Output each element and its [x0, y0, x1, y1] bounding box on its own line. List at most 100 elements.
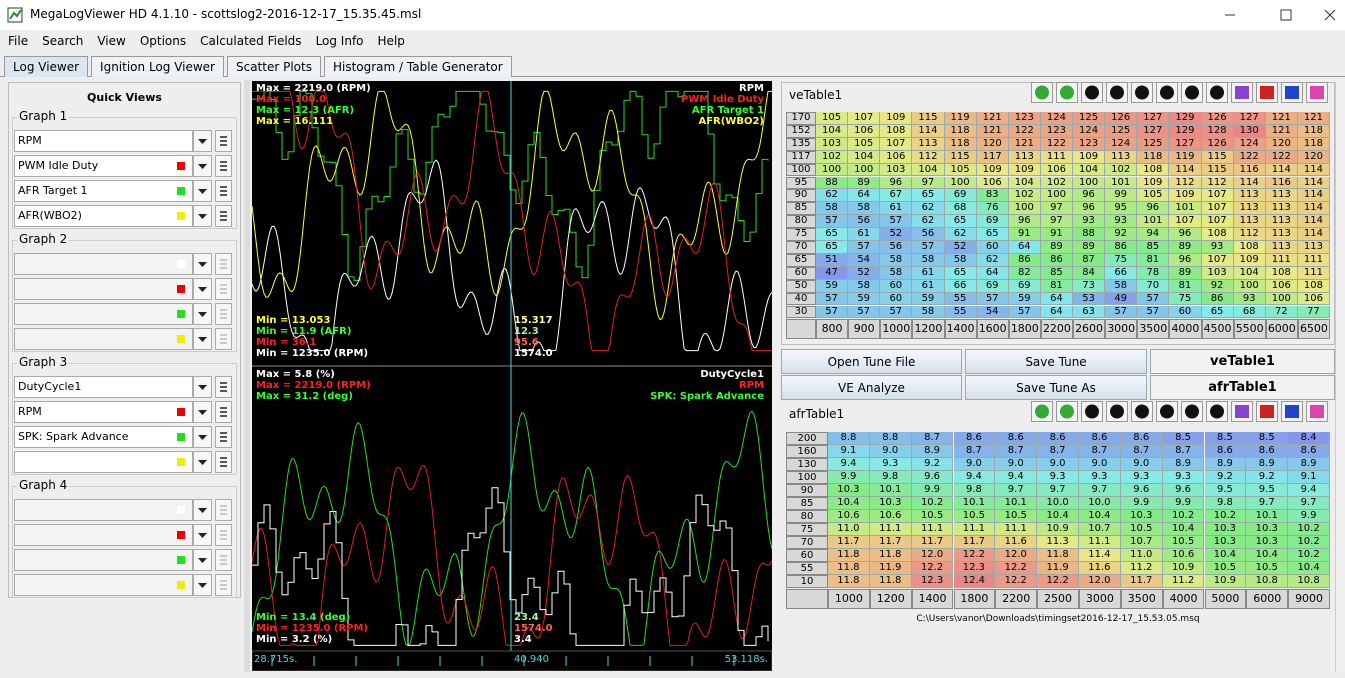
- table-cell[interactable]: 9.4: [953, 471, 996, 484]
- menu-button[interactable]: [215, 376, 232, 398]
- table-cell[interactable]: 9.7: [1079, 484, 1121, 497]
- field-select[interactable]: AFR(WBO2): [14, 205, 193, 227]
- table-cell[interactable]: 60: [880, 279, 913, 293]
- table-cell[interactable]: 11.1: [869, 523, 912, 536]
- table-cell[interactable]: 107: [1201, 202, 1234, 216]
- table-cell[interactable]: 9.4: [1288, 484, 1330, 497]
- table-cell[interactable]: 123: [1008, 112, 1041, 125]
- toolbar-button[interactable]: [1106, 82, 1128, 103]
- tab[interactable]: Ignition Log Viewer: [91, 56, 224, 77]
- table-cell[interactable]: 73: [1073, 279, 1106, 293]
- table-cell[interactable]: 113: [1265, 228, 1298, 241]
- table-cell[interactable]: 86: [1201, 292, 1234, 306]
- table-cell[interactable]: 122: [1008, 124, 1041, 138]
- table-cell[interactable]: 114: [1297, 176, 1330, 190]
- field-select[interactable]: [14, 253, 193, 275]
- table-cell[interactable]: 76: [976, 202, 1009, 216]
- table-cell[interactable]: 8.4: [1288, 432, 1330, 445]
- table-cell[interactable]: 10.4: [1037, 510, 1079, 523]
- table-cell[interactable]: 115: [944, 150, 977, 164]
- table-cell[interactable]: 109: [1073, 150, 1106, 164]
- dropdown-button[interactable]: [193, 278, 212, 300]
- table-cell[interactable]: 114: [1297, 215, 1330, 229]
- table-cell[interactable]: 89: [1073, 241, 1106, 254]
- table-cell[interactable]: 10.4: [1079, 510, 1121, 523]
- table-cell[interactable]: 61: [880, 202, 913, 216]
- table-cell[interactable]: 65: [816, 241, 849, 254]
- table-cell[interactable]: 10.5: [1120, 523, 1163, 536]
- table-cell[interactable]: 113: [1265, 215, 1298, 229]
- table-cell[interactable]: 113: [1233, 215, 1266, 229]
- table-cell[interactable]: 9.6: [1162, 484, 1205, 497]
- field-select[interactable]: DutyCycle1: [14, 376, 193, 398]
- table-cell[interactable]: 65: [912, 189, 945, 203]
- table-cell[interactable]: 11.4: [1079, 549, 1121, 562]
- table-cell[interactable]: 124: [1073, 124, 1106, 138]
- table-cell[interactable]: 85: [1137, 241, 1170, 254]
- table-cell[interactable]: 113: [1105, 150, 1138, 164]
- table-cell[interactable]: 119: [944, 112, 977, 125]
- dropdown-button[interactable]: [193, 401, 212, 423]
- table-cell[interactable]: 59: [1008, 292, 1041, 306]
- field-select[interactable]: [14, 303, 193, 325]
- table-cell[interactable]: 10.5: [1246, 562, 1289, 575]
- table-cell[interactable]: 10.9: [1162, 562, 1205, 575]
- table-cell[interactable]: 62: [816, 189, 849, 203]
- table-cell[interactable]: 89: [848, 176, 881, 190]
- table-cell[interactable]: 102: [816, 150, 849, 164]
- menu-button[interactable]: [215, 574, 232, 596]
- table-cell[interactable]: 9.8: [953, 484, 996, 497]
- table-cell[interactable]: 10.8: [1246, 575, 1289, 588]
- table-cell[interactable]: 81: [1169, 279, 1202, 293]
- table-cell[interactable]: 82: [1008, 266, 1041, 280]
- menu-button[interactable]: [215, 451, 232, 473]
- table-cell[interactable]: 100: [1233, 279, 1266, 293]
- table-cell[interactable]: 10.3: [869, 497, 912, 510]
- table-cell[interactable]: 108: [1233, 241, 1266, 254]
- button[interactable]: veTable1: [1150, 349, 1335, 374]
- toolbar-button[interactable]: [1156, 82, 1178, 103]
- table-cell[interactable]: 62: [912, 215, 945, 229]
- table-cell[interactable]: 8.6: [1204, 445, 1247, 458]
- table-cell[interactable]: 107: [880, 137, 913, 151]
- table-cell[interactable]: 8.7: [911, 432, 954, 445]
- table-cell[interactable]: 9.9: [1120, 497, 1163, 510]
- table-cell[interactable]: 10.3: [1120, 510, 1163, 523]
- toolbar-button[interactable]: [1206, 401, 1228, 422]
- table-cell[interactable]: 9.7: [1246, 497, 1289, 510]
- table-cell[interactable]: 93: [1073, 215, 1106, 229]
- table-cell[interactable]: 101: [1169, 202, 1202, 216]
- table-cell[interactable]: 113: [1297, 241, 1330, 254]
- table-cell[interactable]: 126: [1201, 137, 1234, 151]
- table-cell[interactable]: 9.9: [1288, 510, 1330, 523]
- dropdown-button[interactable]: [193, 376, 212, 398]
- table-cell[interactable]: 60: [976, 241, 1009, 254]
- table-cell[interactable]: 116: [1233, 163, 1266, 177]
- table-cell[interactable]: 9.2: [911, 458, 954, 471]
- menu-button[interactable]: [215, 155, 232, 177]
- field-select[interactable]: [14, 524, 193, 546]
- table-cell[interactable]: 8.5: [1162, 432, 1205, 445]
- field-select[interactable]: [14, 574, 193, 596]
- dropdown-button[interactable]: [193, 303, 212, 325]
- table-cell[interactable]: 100: [1040, 189, 1073, 203]
- table-cell[interactable]: 114: [1233, 176, 1266, 190]
- dropdown-button[interactable]: [193, 524, 212, 546]
- table-cell[interactable]: 117: [976, 150, 1009, 164]
- table-cell[interactable]: 11.9: [869, 562, 912, 575]
- table-cell[interactable]: 53: [1073, 292, 1106, 306]
- table-cell[interactable]: 8.9: [911, 445, 954, 458]
- table-cell[interactable]: 126: [1201, 112, 1234, 125]
- table-cell[interactable]: 65: [816, 228, 849, 241]
- table-cell[interactable]: 106: [848, 124, 881, 138]
- table-cell[interactable]: 109: [1233, 253, 1266, 267]
- table-cell[interactable]: 11.2: [1162, 575, 1205, 588]
- table-cell[interactable]: 89: [1169, 241, 1202, 254]
- table-cell[interactable]: 122: [1265, 150, 1298, 164]
- table-cell[interactable]: 10.8: [1288, 575, 1330, 588]
- table-cell[interactable]: 8.7: [953, 445, 996, 458]
- table-cell[interactable]: 101: [1137, 215, 1170, 229]
- table-cell[interactable]: 10.0: [1079, 497, 1121, 510]
- table-cell[interactable]: 10.1: [869, 484, 912, 497]
- table-cell[interactable]: 104: [848, 150, 881, 164]
